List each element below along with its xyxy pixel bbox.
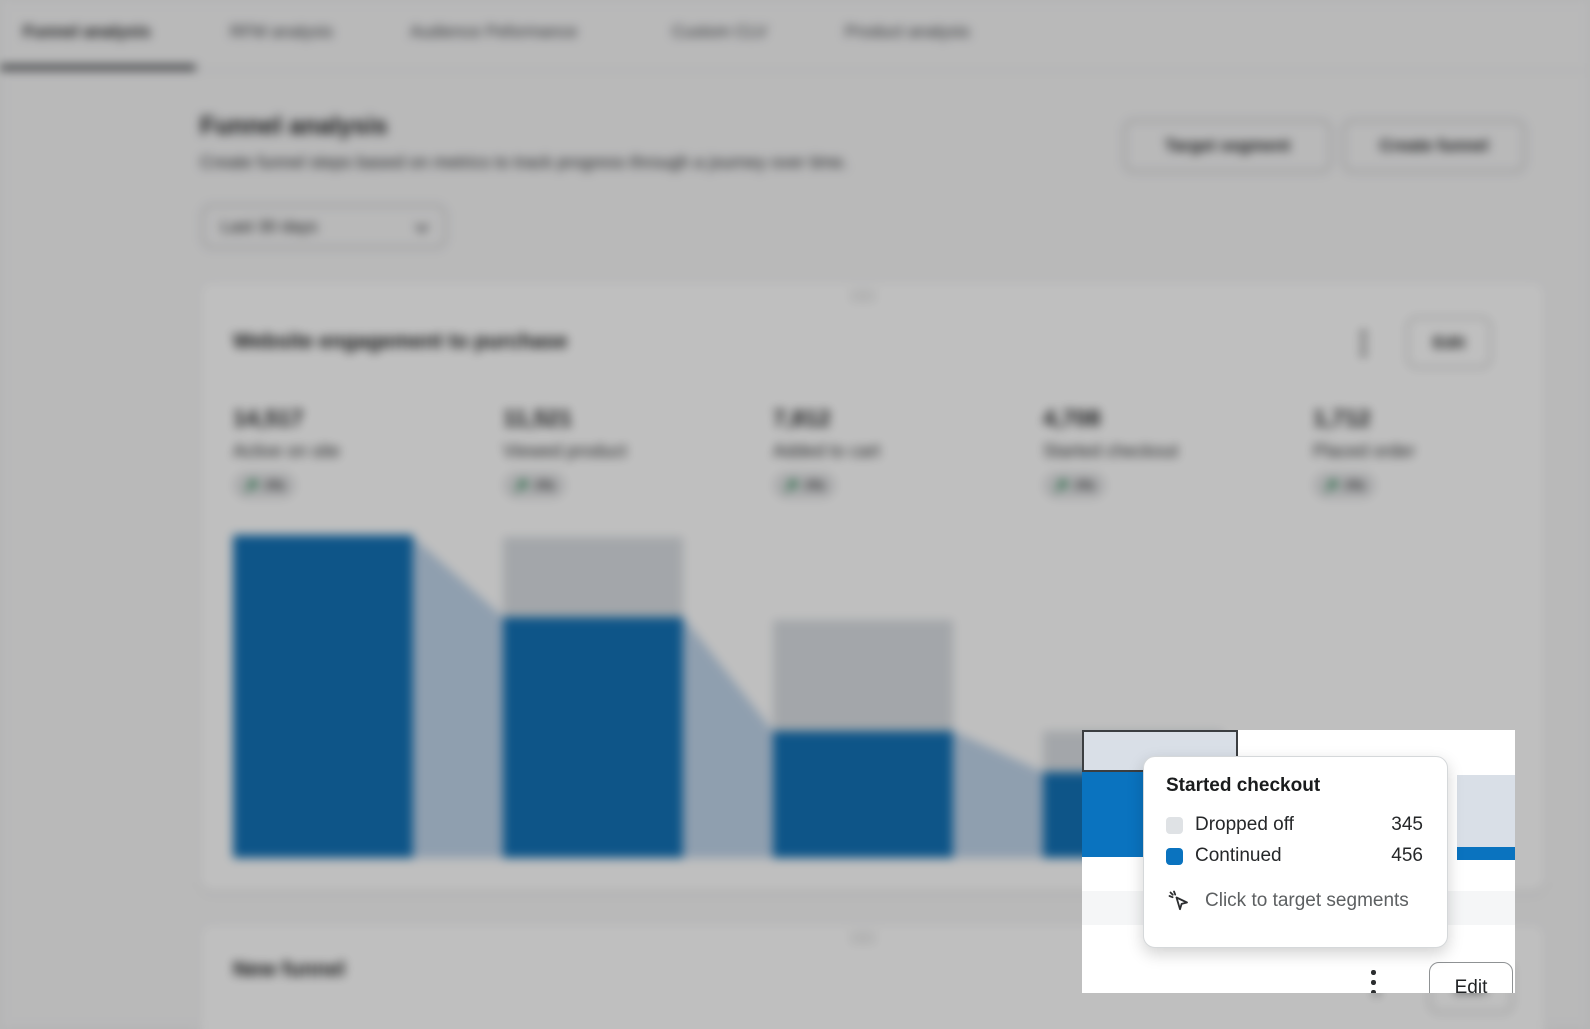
placed-order-segment-continued[interactable] [1457, 847, 1515, 860]
tabbar-divider [0, 70, 1590, 71]
tab-custom-clv[interactable]: Custom CLV [672, 22, 768, 41]
trend-badge-text: #% [535, 478, 555, 493]
funnel-bar-added-to-cart-continued[interactable] [773, 731, 953, 858]
trend-badge: #% [1043, 472, 1106, 499]
drag-handle-icon[interactable] [852, 933, 876, 944]
overflow-menu-button[interactable] [1361, 331, 1366, 361]
date-range-value: Last 30 days [221, 216, 318, 236]
new-funnel-edit-button-sharp[interactable]: Edit [1429, 962, 1513, 993]
trend-up-icon [515, 480, 527, 492]
trend-badge: #% [773, 472, 836, 499]
target-segment-button[interactable]: Target segment [1124, 120, 1331, 172]
tooltip-row-label: Continued [1195, 845, 1282, 866]
tooltip-hint-text: Click to target segments [1205, 890, 1409, 911]
step-label: Added to cart [773, 441, 881, 461]
trend-badge-text: #% [1345, 478, 1365, 493]
trend-badge-text: #% [805, 478, 825, 493]
funnel-bar-active-on-site[interactable] [233, 535, 413, 858]
funnel-bar-viewed-product-dropped[interactable] [503, 537, 683, 617]
step-label: Started checkout [1043, 441, 1179, 461]
step-value: 4,708 [1043, 405, 1101, 431]
tab-audience-performance[interactable]: Audience Peformance [410, 22, 578, 41]
page-title: Funnel analysis [200, 112, 388, 140]
trend-up-icon [1325, 480, 1337, 492]
new-funnel-card-title: New funnel [233, 958, 346, 981]
funnel-bar-added-to-cart-dropped[interactable] [773, 620, 953, 731]
create-funnel-button[interactable]: Create funnel [1343, 120, 1525, 172]
trend-up-icon [245, 480, 257, 492]
legend-swatch-dropped-off [1166, 816, 1183, 834]
tooltip-hint: Click to target segments [1166, 888, 1423, 914]
trend-up-icon [1055, 480, 1067, 492]
tooltip-title: Started checkout [1166, 775, 1321, 796]
tooltip-row: Dropped off 345 [1166, 814, 1423, 836]
tooltip-row: Continued 456 [1166, 845, 1423, 867]
funnel-step-stat: 14,517 Active on site #% [233, 405, 340, 499]
tab-funnel-analysis[interactable]: Funnel analysis [23, 22, 151, 41]
step-value: 7,812 [773, 405, 831, 431]
funnel-card-title: Website engagement to purchase [233, 330, 568, 353]
trend-badge: #% [1313, 472, 1376, 499]
step-value: 11,521 [503, 405, 573, 431]
trend-badge-text: #% [1075, 478, 1095, 493]
trend-badge: #% [503, 472, 566, 499]
tooltip-row-value: 456 [1391, 845, 1423, 866]
trend-up-icon [785, 480, 797, 492]
overflow-menu-button[interactable] [1371, 970, 1376, 993]
funnel-step-stat: 4,708 Started checkout #% [1043, 405, 1178, 499]
legend-swatch-continued [1166, 847, 1183, 865]
trend-badge-text: #% [265, 478, 285, 493]
placed-order-segment-dropped-off[interactable] [1457, 775, 1515, 847]
chevron-down-icon [415, 224, 429, 233]
tab-rfm-analysis[interactable]: RFM analysis [230, 22, 333, 41]
step-value: 1,712 [1313, 405, 1371, 431]
page-subtitle: Create funnel steps based on metrics to … [200, 152, 848, 172]
step-value: 14,517 [233, 405, 304, 431]
tooltip-row-value: 345 [1391, 814, 1423, 835]
funnel-step-stat: 1,712 Placed order #% [1313, 405, 1415, 499]
funnel-card-edit-button[interactable]: Edit [1407, 317, 1491, 368]
tab-product-analysis[interactable]: Product analysis [845, 22, 970, 41]
focus-panel: Edit Started checkout Dropped off 345 Co… [1082, 730, 1515, 993]
active-tab-indicator [0, 65, 196, 70]
step-label: Placed order [1313, 441, 1416, 461]
tooltip-row-label: Dropped off [1195, 814, 1294, 835]
step-label: Viewed product [503, 441, 627, 461]
date-range-select[interactable]: Last 30 days [202, 205, 446, 248]
funnel-bar-viewed-product-continued[interactable] [503, 617, 683, 858]
click-cursor-icon [1168, 890, 1188, 911]
funnel-step-stat: 11,521 Viewed product #% [503, 405, 627, 499]
funnel-tooltip: Started checkout Dropped off 345 Continu… [1143, 756, 1448, 948]
trend-badge: #% [233, 472, 296, 499]
drag-handle-icon[interactable] [852, 291, 876, 302]
funnel-step-stat: 7,812 Added to cart #% [773, 405, 880, 499]
step-label: Active on site [233, 441, 341, 461]
